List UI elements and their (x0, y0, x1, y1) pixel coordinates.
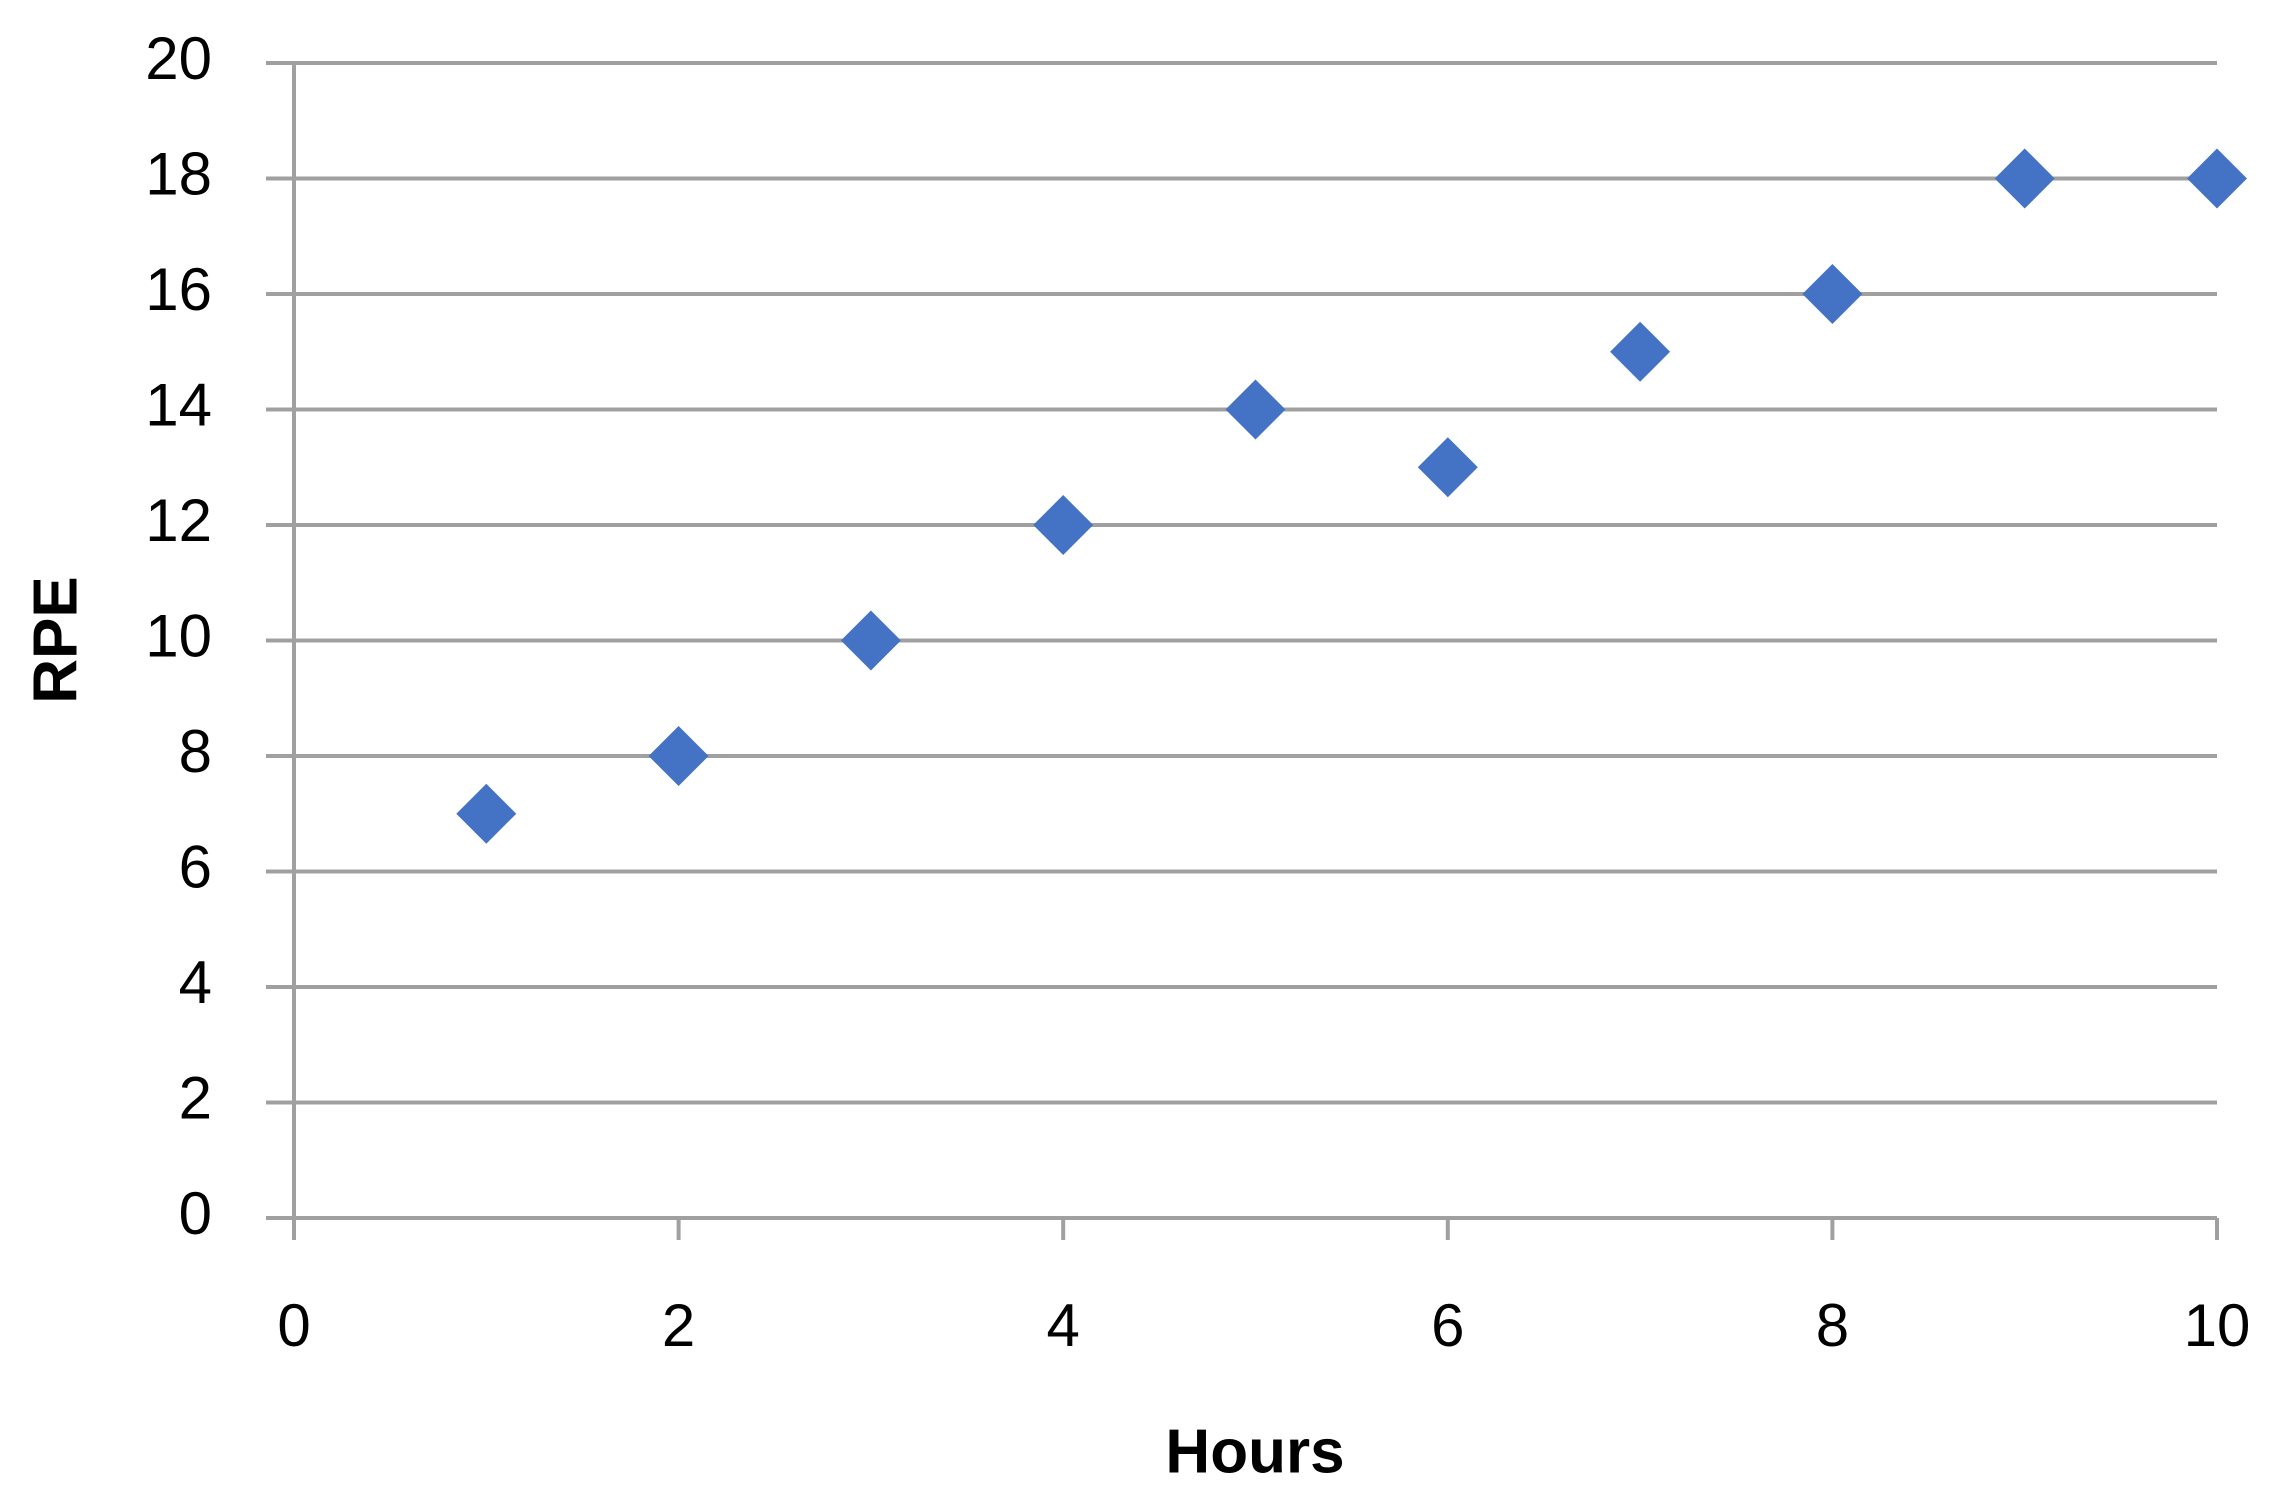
x-tick-label: 0 (277, 1292, 310, 1359)
x-tick-label: 4 (1047, 1292, 1080, 1359)
data-point (1033, 495, 1094, 555)
data-point (1225, 379, 1286, 440)
x-tick-label: 10 (2184, 1292, 2251, 1359)
x-tick-label: 2 (662, 1292, 695, 1359)
y-tick-label: 6 (179, 833, 212, 900)
data-point (648, 726, 709, 786)
y-tick-label: 18 (145, 140, 212, 207)
y-tick-label: 0 (179, 1180, 212, 1247)
x-axis-title: Hours (1165, 1417, 1344, 1486)
data-point (840, 610, 901, 671)
x-tick-label: 8 (1816, 1292, 1849, 1359)
data-point (1802, 264, 1863, 324)
x-tick-label: 6 (1431, 1292, 1464, 1359)
y-tick-label: 2 (179, 1064, 212, 1131)
data-point (1610, 321, 1671, 382)
y-tick-label: 12 (145, 487, 212, 554)
data-point (1994, 148, 2055, 209)
data-point (456, 783, 517, 844)
y-tick-label: 14 (145, 371, 212, 438)
y-tick-label: 10 (145, 602, 212, 669)
y-axis-title: RPE (21, 576, 90, 703)
y-tick-label: 16 (145, 256, 212, 323)
data-point (1417, 437, 1478, 498)
y-tick-label: 20 (145, 25, 212, 92)
y-tick-label: 4 (179, 949, 212, 1016)
data-point (2187, 148, 2247, 209)
y-tick-label: 8 (179, 718, 212, 785)
